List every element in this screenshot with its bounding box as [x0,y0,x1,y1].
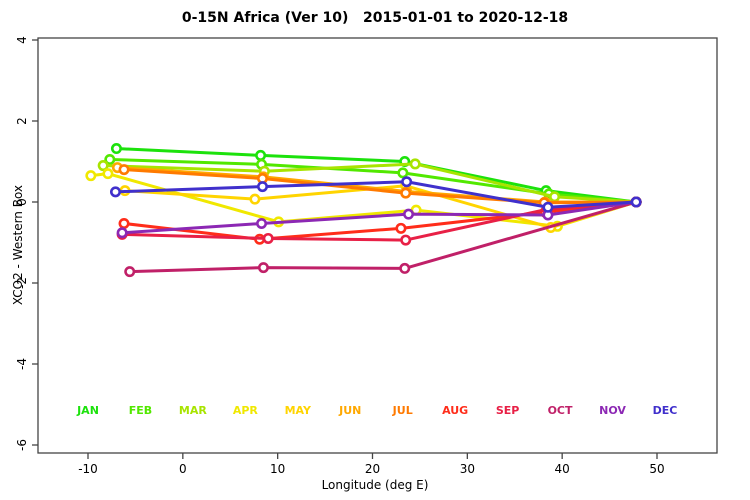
month-label-sep: SEP [496,404,520,417]
chart-point-feb [397,167,409,179]
x-tick-label: 20 [365,462,380,476]
chart-point-mar [409,158,421,170]
chart-point-jan [255,149,267,161]
chart-line-oct [128,200,638,274]
chart-point-jul [400,187,412,199]
y-tick-label: -4 [15,358,29,370]
y-tick-label: 0 [15,198,29,206]
month-label-oct: OCT [548,404,573,417]
chart-point-dec [542,201,554,213]
month-label-feb: FEB [129,404,152,417]
chart-point-mar [97,160,109,172]
chart-point-apr [85,170,97,182]
x-tick-label: 0 [179,462,187,476]
y-axis-label: XCO2 - Western Box [11,184,25,306]
x-tick-label: 50 [649,462,664,476]
month-label-apr: APR [233,404,259,417]
chart-point-sep [400,234,412,246]
chart-point-aug [118,217,130,229]
y-tick-label: 4 [15,36,29,44]
chart-point-dec [110,186,122,198]
chart-point-jan [110,143,122,155]
month-label-mar: MAR [179,404,207,417]
month-label-nov: NOV [599,404,626,417]
month-label-may: MAY [285,404,312,417]
month-label-jun: JUN [338,404,361,417]
x-tick-label: 40 [555,462,570,476]
chart-point-feb [104,153,116,165]
chart-point-dec [630,196,642,208]
x-tick-label: -10 [78,462,98,476]
chart-point-may [249,193,261,205]
chart-point-nov [403,208,415,220]
y-tick-label: -2 [15,277,29,289]
month-label-aug: AUG [442,404,468,417]
plot-border [37,37,718,454]
x-axis-label: Longitude (deg E) [321,478,429,492]
month-label-jan: JAN [76,404,99,417]
y-tick-label: 2 [15,117,29,125]
chart-point-dec [256,181,268,193]
chart-point-dec [401,176,413,188]
y-tick-label: -6 [15,439,29,451]
x-tick-label: 30 [460,462,475,476]
chart-point-oct [124,266,136,278]
chart-point-jul [118,164,130,176]
chart-point-oct [257,262,269,274]
chart-point-aug [395,222,407,234]
month-label-jul: JUL [392,404,413,417]
month-label-dec: DEC [653,404,678,417]
chart-point-nov [256,217,268,229]
chart-point-mar [549,191,561,203]
chart-point-apr [102,168,114,180]
chart-title: 0-15N Africa (Ver 10) 2015-01-01 to 2020… [181,10,569,26]
x-tick-label: 10 [270,462,285,476]
chart-point-sep [262,232,274,244]
chart-point-oct [399,262,411,274]
chart-point-nov [116,227,128,239]
